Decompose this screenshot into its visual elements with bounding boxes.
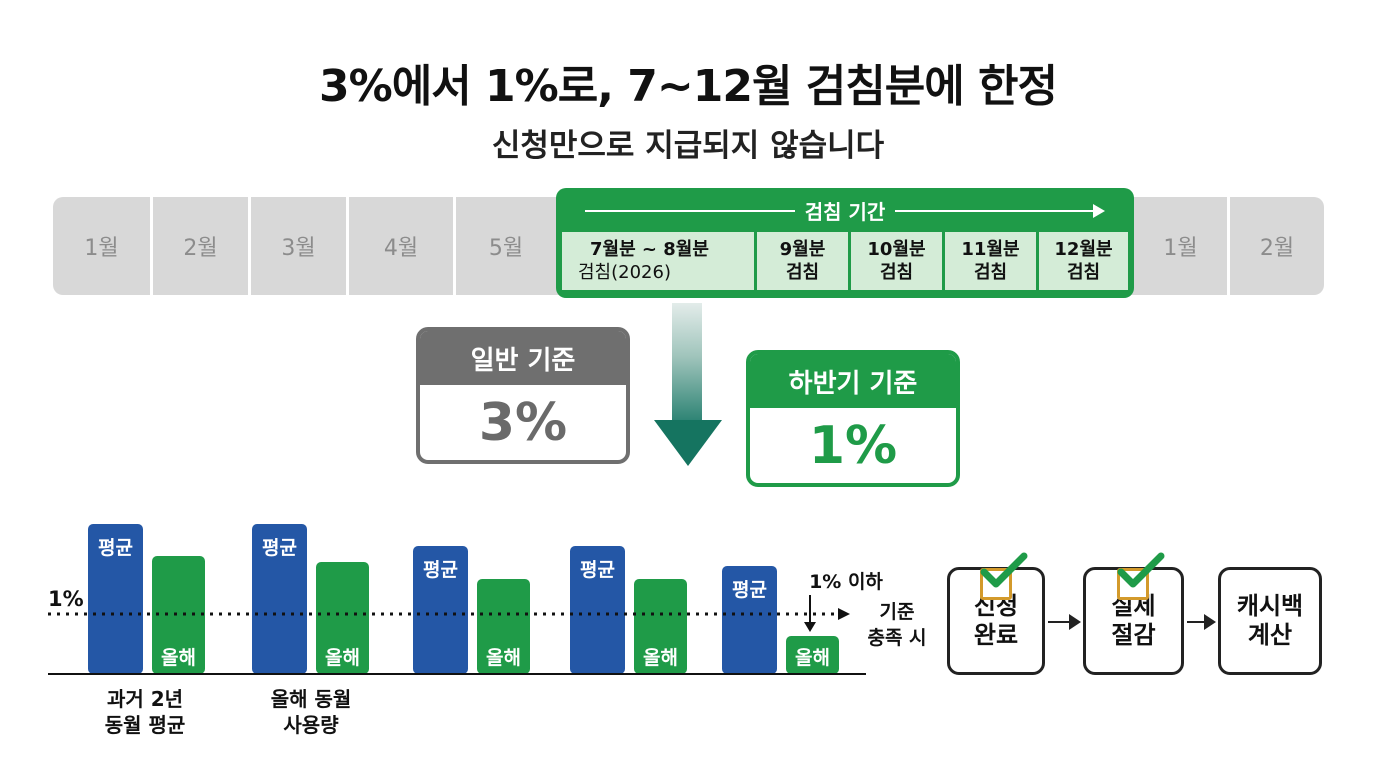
month-cell: 4월	[383, 236, 419, 261]
period-cell: 9월분 검침	[757, 232, 848, 290]
this-year-bar	[316, 562, 369, 674]
timeline-divider	[248, 197, 251, 295]
chart-caption: 올해 동월 사용량	[270, 687, 352, 737]
down-arrow-icon	[654, 420, 722, 466]
main-title: 3%에서 1%로, 7~12월 검침분에 한정	[319, 61, 1058, 112]
threshold-label: 1%	[48, 587, 84, 611]
check-icon	[1117, 552, 1165, 588]
average-bar	[252, 524, 307, 674]
timeline-divider	[453, 197, 456, 295]
annotation-criteria: 기준	[880, 601, 915, 623]
annotation-satisfied: 충족 시	[867, 627, 926, 649]
arrow-right-icon	[1204, 614, 1216, 630]
timeline-divider	[150, 197, 153, 295]
average-bar	[570, 546, 625, 674]
month-cell: 1월	[1163, 236, 1198, 261]
average-bar-label: 평균	[732, 579, 767, 601]
timeline-divider	[1227, 197, 1230, 295]
general-rate-header: 일반 기준	[420, 331, 626, 385]
this-year-bar	[152, 556, 205, 674]
this-year-bar-label: 올해	[795, 647, 830, 669]
period-cell: 11월분 검침	[945, 232, 1036, 290]
average-bar-label: 평균	[262, 537, 297, 559]
annotation-below-1pct: 1% 이하	[809, 571, 883, 593]
this-year-bar-label: 올해	[643, 647, 678, 669]
this-year-bar-label: 올해	[486, 647, 521, 669]
period-arrow-head-icon	[1093, 204, 1105, 218]
step-cashback-calc: 캐시백 계산	[1218, 567, 1322, 675]
average-bar-label: 평균	[98, 537, 133, 559]
step-arrow	[1187, 621, 1205, 623]
half-year-rate-box: 하반기 기준 1%	[746, 350, 960, 487]
down-arrow-shaft	[672, 303, 702, 423]
this-year-bar	[786, 636, 839, 674]
average-bar	[88, 524, 143, 674]
average-bar-label: 평균	[580, 559, 615, 581]
month-cell: 2월	[183, 236, 218, 261]
timeline-divider	[346, 197, 349, 295]
general-rate-box: 일반 기준 3%	[416, 327, 630, 464]
annotation-arrow-icon	[804, 622, 816, 632]
month-cell: 2월	[1259, 236, 1295, 261]
this-year-bar-label: 올해	[161, 647, 196, 669]
check-icon	[980, 552, 1028, 588]
month-cell: 5월	[488, 236, 524, 261]
month-cell: 1월	[84, 236, 119, 261]
period-cell: 10월분 검침	[851, 232, 942, 290]
period-label: 검침 기간	[556, 196, 1134, 225]
arrow-right-icon	[1069, 614, 1081, 630]
this-year-bar	[634, 579, 687, 674]
average-bar	[413, 546, 468, 674]
this-year-bar-label: 올해	[325, 647, 360, 669]
month-cell: 3월	[281, 236, 316, 261]
general-rate-value: 3%	[478, 392, 568, 453]
average-bar-label: 평균	[423, 559, 458, 581]
step-arrow	[1048, 621, 1070, 623]
this-year-bar	[477, 579, 530, 674]
period-cell: 7월분 ~ 8월분 검침(2026)	[562, 232, 754, 290]
chart-caption: 과거 2년 동월 평균	[104, 687, 186, 737]
subtitle: 신청만으로 지급되지 않습니다	[491, 128, 885, 164]
threshold-arrow-icon	[838, 608, 850, 620]
half-year-rate-value: 1%	[808, 415, 898, 476]
half-year-rate-header: 하반기 기준	[750, 354, 956, 408]
step-apply-complete: 신청 완료	[947, 567, 1045, 675]
period-cell: 12월분 검침	[1039, 232, 1128, 290]
average-bar	[722, 566, 777, 674]
